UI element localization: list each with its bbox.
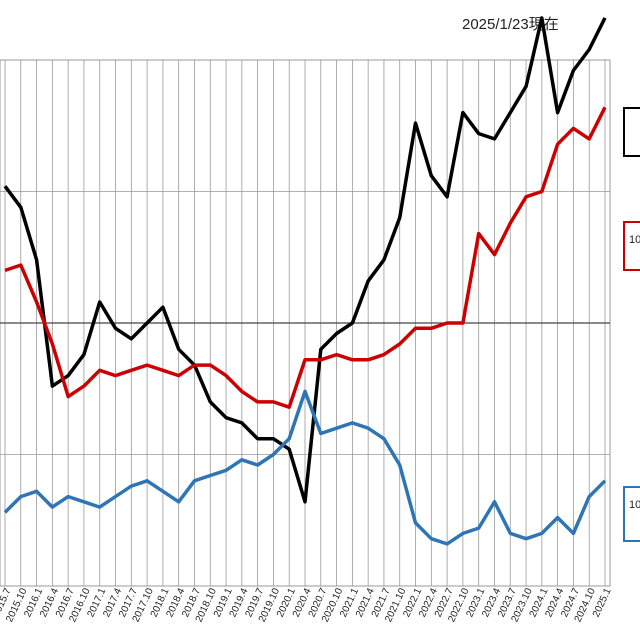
x-axis-ticks: 2015.72015.102016.12016.42016.72016.1020… <box>0 586 614 624</box>
legend-label-blue: 10 <box>629 499 640 511</box>
legend-box-blue <box>623 486 640 542</box>
series-line-blue <box>3 389 607 546</box>
legend-box-red <box>623 221 640 271</box>
as-of-date: 2025/1/23現在 <box>462 16 559 33</box>
series-line-black <box>3 16 607 504</box>
legend-label-red: 10 <box>629 234 640 246</box>
chart-series <box>3 16 607 546</box>
series-line-red <box>4 106 607 409</box>
chart-legend: 10 10 <box>623 107 640 542</box>
chart-grid <box>0 59 611 587</box>
legend-box-black <box>623 107 640 157</box>
